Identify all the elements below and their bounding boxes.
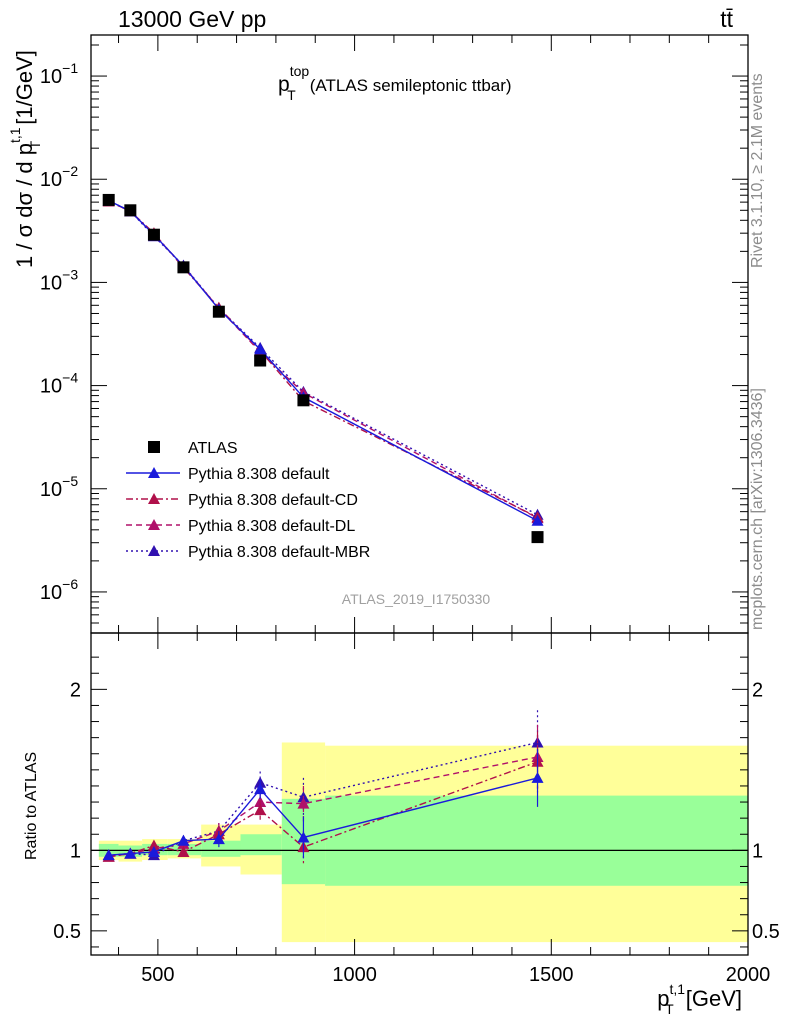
legend-marker: [148, 467, 160, 478]
data-point: [124, 204, 137, 217]
y-tick-label: 10−5: [40, 473, 78, 501]
x-tick-label: 2000: [726, 964, 771, 986]
series-marker-ratio: [531, 771, 544, 783]
y-tick-label: 10−2: [40, 163, 78, 191]
ratio-tick-label-right: 2: [752, 679, 763, 701]
x-tick-label: 500: [141, 964, 174, 986]
data-point: [177, 261, 190, 274]
ratio-tick-label-right: 0.5: [752, 921, 780, 943]
data-point: [102, 193, 115, 206]
legend-marker: [148, 519, 160, 530]
x-tick-label: 1500: [529, 964, 574, 986]
ratio-tick-label-left: 0.5: [53, 921, 81, 943]
legend-marker: [148, 493, 160, 504]
data-point: [254, 354, 267, 367]
legend-label: Pythia 8.308 default: [188, 466, 330, 483]
series-marker-ratio: [102, 849, 115, 861]
series-marker-ratio: [297, 797, 310, 809]
series-line-ratio: [108, 777, 538, 856]
y-tick-label: 10−4: [40, 370, 78, 398]
mcplots-label: mcplots.cern.ch [arXiv:1306.3436]: [749, 388, 766, 630]
series-marker-ratio: [177, 845, 190, 857]
header-left: 13000 GeV pp: [118, 6, 266, 32]
series-line-ratio: [108, 761, 538, 858]
header-right: tt̄: [720, 6, 733, 32]
x-axis-label: pt,1 T [GeV]: [657, 981, 742, 1017]
analysis-watermark: ATLAS_2019_I1750330: [342, 591, 491, 607]
series-marker-ratio: [212, 833, 225, 845]
legend-marker: [148, 545, 160, 556]
data-point: [147, 228, 160, 241]
ratio-frame: [90, 632, 749, 956]
band-inner: [201, 840, 241, 857]
series-line-main: [108, 200, 538, 519]
legend-label: Pythia 8.308 default-MBR: [188, 544, 370, 561]
legend-label: Pythia 8.308 default-CD: [188, 492, 358, 509]
ratio-tick-label-left: 1: [70, 840, 81, 862]
band-inner: [240, 834, 282, 856]
series-marker-ratio: [177, 834, 190, 846]
x-tick-label: 1000: [332, 964, 377, 986]
ratio-tick-label-right: 1: [752, 840, 763, 862]
legend-marker-data: [148, 441, 160, 453]
series-marker-ratio: [254, 804, 267, 816]
legend-label: ATLAS: [188, 440, 238, 457]
ratio-tick-label-left: 2: [70, 679, 81, 701]
y-tick-label: 10−1: [40, 60, 78, 88]
y-axis-label-ratio: Ratio to ATLAS: [23, 752, 40, 860]
rivet-label: Rivet 3.1.10, ≥ 2.1M events: [749, 73, 766, 268]
series-marker-ratio: [254, 783, 267, 795]
data-point: [531, 531, 544, 544]
series-marker-main: [254, 343, 267, 355]
y-axis-label-main: 1 / σ dσ / d pt,1T [1/GeV]: [7, 50, 43, 268]
y-tick-label: 10−6: [40, 576, 78, 604]
series-marker-ratio: [147, 845, 160, 857]
band-inner: [325, 795, 748, 886]
data-point: [212, 305, 225, 318]
series-marker-ratio: [124, 847, 137, 859]
series-marker-ratio: [297, 831, 310, 843]
series-marker-main: [531, 514, 544, 526]
data-point: [297, 394, 310, 407]
y-tick-label: 10−3: [40, 266, 78, 294]
series-marker-ratio: [147, 839, 160, 851]
legend-label: Pythia 8.308 default-DL: [188, 518, 355, 535]
plot-title: ptop T (ATLAS semileptonic ttbar): [278, 63, 512, 103]
